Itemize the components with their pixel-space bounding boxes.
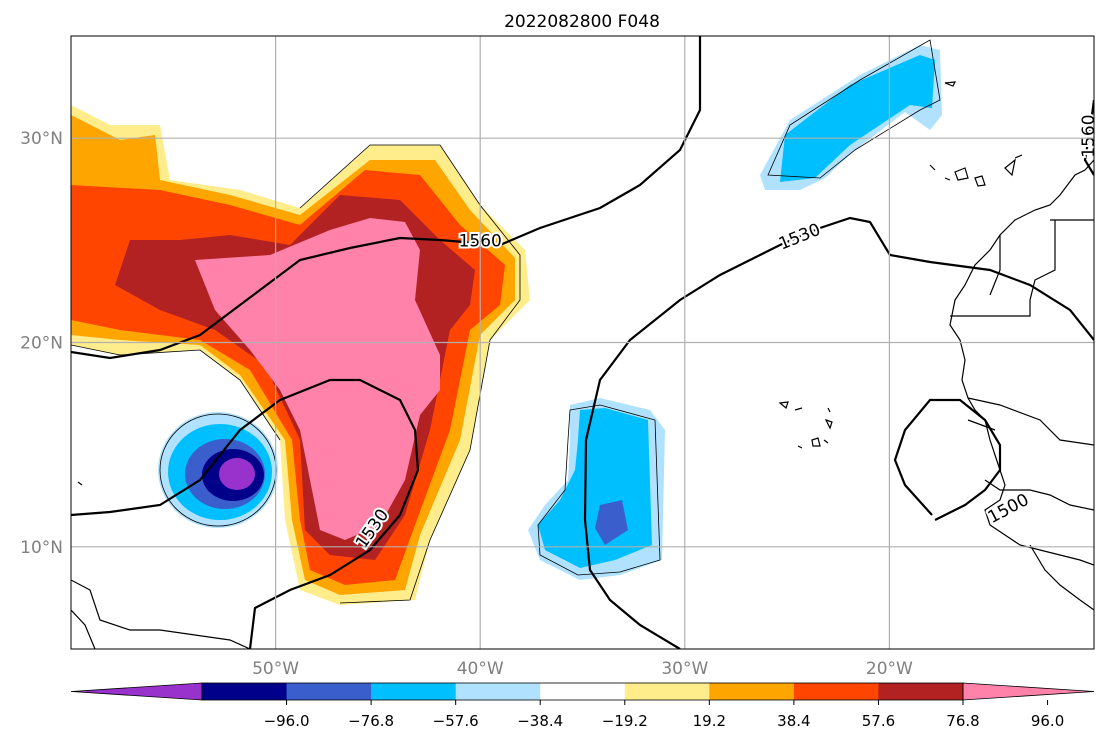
- colorbar-tick-label: −96.0: [264, 712, 310, 730]
- negative-anomaly-central: [528, 398, 665, 580]
- colorbar-tick-label: −57.6: [433, 712, 479, 730]
- colorbar-frame: [201, 682, 964, 701]
- lon-tick-label: 30°W: [661, 659, 708, 679]
- negative-anomaly-west: [158, 412, 278, 528]
- neg-band-38-4-ne: [780, 55, 935, 182]
- colorbar-swatch: [202, 683, 288, 700]
- colorbar-swatch: [371, 683, 457, 700]
- anomaly-outline-west: [71, 344, 281, 441]
- lat-tick-label: 30°N: [20, 129, 63, 149]
- colorbar-tick-label: 76.8: [946, 712, 979, 730]
- coastlines: [71, 81, 1094, 649]
- coastline-africa: [949, 159, 1094, 566]
- colorbar-tick-label: 38.4: [777, 712, 810, 730]
- contour-label-text: 1560: [1079, 114, 1099, 157]
- islands-canary: [929, 81, 1023, 187]
- contour-1530-west: [71, 378, 420, 649]
- gridlines: [71, 36, 1094, 649]
- map-frame: [70, 35, 1095, 650]
- contour-1530-east: [583, 216, 1094, 649]
- longitude-tick-labels: 50°W 40°W 30°W 20°W: [252, 659, 913, 679]
- islands-cape-verde: [778, 401, 833, 449]
- anomaly-outline: [299, 144, 521, 604]
- colorbar-tick-label: 96.0: [1031, 712, 1064, 730]
- lon-tick-label: 50°W: [252, 659, 299, 679]
- colorbar-swatch: [540, 683, 626, 700]
- lat-tick-label: 20°N: [20, 334, 63, 354]
- colorbar-tick-label: −76.8: [348, 712, 394, 730]
- colorbar-swatch: [878, 683, 964, 700]
- anomaly-outline-ne: [767, 39, 941, 179]
- colorbar-swatch: [624, 683, 710, 700]
- colorbar: −96.0 −76.8 −57.6 −38.4 −19.2 19.2 38.4 57.6 76.…: [70, 682, 1095, 730]
- lon-tick-label: 20°W: [866, 659, 913, 679]
- colorbar-tick-label: −19.2: [602, 712, 648, 730]
- colorbar-swatch: [455, 683, 541, 700]
- positive-anomaly-region: [71, 105, 530, 605]
- figure-title: 2022082800 F048: [504, 12, 660, 32]
- colorbar-tick-label: −38.4: [517, 712, 563, 730]
- colorbar-extend-low: [70, 682, 203, 701]
- neg-band-57-6-central: [595, 500, 628, 545]
- colorbar-swatch: [709, 683, 795, 700]
- colorbar-tick-label: 57.6: [862, 712, 895, 730]
- contour-1500: [893, 398, 1002, 521]
- border-africa-1: [950, 219, 1094, 446]
- contour-1560-ne: [1083, 99, 1094, 176]
- anomaly-outline-central: [537, 404, 661, 576]
- colorbar-tick-label: 19.2: [693, 712, 726, 730]
- neg-band-96-0: [219, 458, 255, 490]
- colorbar-swatch: [793, 683, 879, 700]
- negative-anomaly-northeast: [760, 45, 942, 190]
- lon-tick-label: 40°W: [457, 659, 504, 679]
- colorbar-extend-high: [962, 682, 1095, 701]
- coastline-south-america: [71, 579, 251, 649]
- island-atlantic-west: [77, 481, 83, 486]
- anomaly-band-96-0: [195, 218, 440, 540]
- latitude-tick-labels: 10°N 20°N 30°N: [20, 129, 63, 558]
- lat-tick-label: 10°N: [20, 538, 63, 558]
- contour-label: 1560: [1077, 112, 1099, 159]
- colorbar-swatch: [286, 683, 372, 700]
